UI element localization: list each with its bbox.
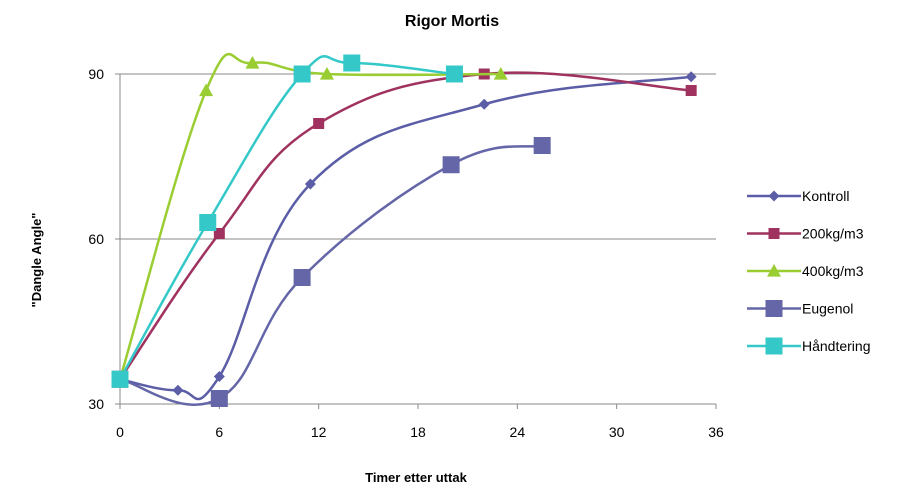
legend-marker bbox=[765, 337, 783, 355]
legend-item: Eugenol bbox=[747, 300, 853, 317]
y-tick-label: 90 bbox=[88, 66, 104, 82]
data-point bbox=[685, 71, 697, 83]
legend-label: Håndtering bbox=[802, 338, 871, 354]
series-4 bbox=[111, 54, 463, 388]
data-point bbox=[172, 384, 184, 396]
data-point bbox=[199, 83, 214, 97]
axes: 30 60 90 0 6 12 18 24 30 36 bbox=[88, 66, 724, 440]
legend-label: 400kg/m3 bbox=[802, 263, 864, 279]
data-point bbox=[493, 67, 508, 80]
x-tick-label: 12 bbox=[311, 424, 327, 440]
data-point bbox=[319, 67, 334, 80]
data-point bbox=[533, 137, 551, 154]
data-point bbox=[293, 269, 311, 286]
legend-label: 200kg/m3 bbox=[802, 226, 864, 242]
data-point bbox=[245, 56, 260, 69]
series-line bbox=[118, 53, 501, 380]
series-line bbox=[119, 144, 543, 406]
legend-label: Kontroll bbox=[802, 188, 849, 204]
y-axis-label: "Dangle Angle" bbox=[29, 213, 44, 308]
series-line bbox=[118, 55, 455, 380]
data-point bbox=[313, 118, 325, 129]
data-point bbox=[685, 85, 697, 96]
legend-marker bbox=[768, 190, 780, 202]
data-point bbox=[199, 214, 217, 231]
legend-marker bbox=[765, 300, 783, 317]
data-point bbox=[343, 54, 361, 72]
series-line bbox=[119, 75, 692, 401]
legend: Kontroll 200kg/m3 400kg/m3 Eugenol Håndterin… bbox=[747, 188, 871, 355]
x-axis-label: Timer etter uttak bbox=[365, 470, 467, 485]
x-tick-label: 18 bbox=[410, 424, 426, 440]
legend-item: Kontroll bbox=[747, 188, 849, 204]
data-point bbox=[293, 65, 311, 83]
chart-title: Rigor Mortis bbox=[405, 13, 499, 30]
x-tick-label: 6 bbox=[215, 424, 223, 440]
series-3 bbox=[111, 137, 551, 407]
data-point bbox=[478, 98, 490, 110]
data-point bbox=[445, 65, 463, 83]
data-point bbox=[111, 370, 129, 388]
x-tick-label: 30 bbox=[609, 424, 625, 440]
x-tick-label: 36 bbox=[708, 424, 724, 440]
legend-item: 400kg/m3 bbox=[747, 263, 864, 279]
legend-label: Eugenol bbox=[802, 301, 853, 317]
data-point bbox=[442, 156, 460, 174]
series-2 bbox=[113, 53, 508, 385]
legend-item: Håndtering bbox=[747, 337, 871, 355]
x-tick-label: 24 bbox=[510, 424, 526, 440]
series-lines bbox=[111, 53, 697, 407]
legend-item: 200kg/m3 bbox=[747, 226, 864, 242]
legend-marker bbox=[768, 228, 780, 239]
y-tick-label: 30 bbox=[88, 396, 104, 412]
data-point bbox=[213, 371, 225, 382]
y-tick-label: 60 bbox=[88, 231, 104, 247]
series-0 bbox=[114, 71, 697, 401]
x-tick-label: 0 bbox=[116, 424, 124, 440]
data-point bbox=[213, 228, 225, 239]
legend-marker bbox=[767, 264, 781, 277]
data-point bbox=[304, 178, 316, 190]
data-point bbox=[210, 390, 228, 407]
